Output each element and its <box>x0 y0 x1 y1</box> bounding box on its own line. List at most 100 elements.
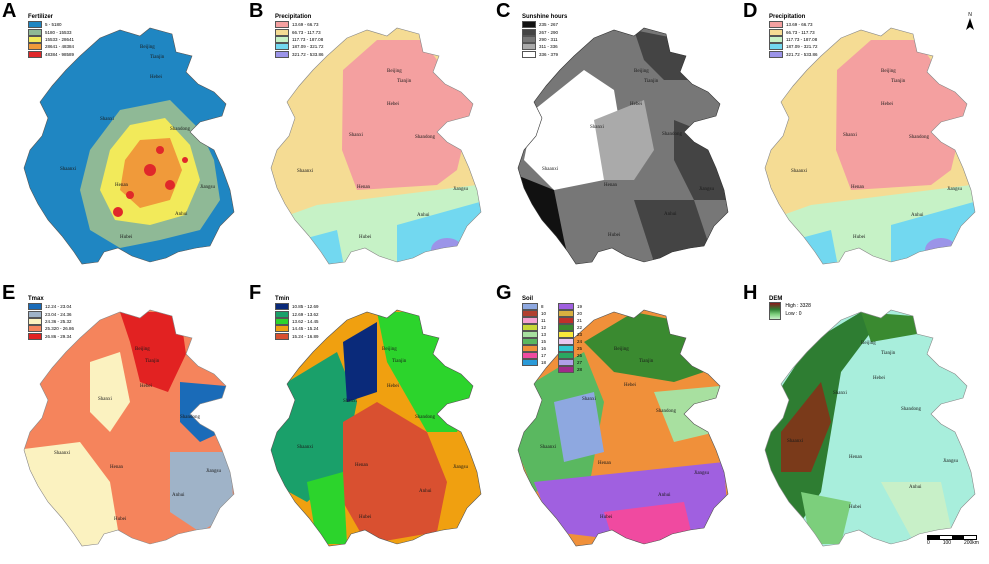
label-shandong: Shandong <box>415 135 436 140</box>
legend-item: 66.73 - 117.73 <box>275 28 324 36</box>
scale-bar: 0 100 200km <box>927 535 979 546</box>
legend-item: 27 <box>558 359 592 366</box>
legend: Tmin 10.85 - 12.69 12.69 - 13.62 13.62 -… <box>275 296 319 340</box>
label-hebei: Hebei <box>150 75 163 80</box>
panel-letter: F <box>249 282 262 304</box>
label-shanxi: Shanxi <box>349 133 364 138</box>
panel-a-fertilizer: Beijing Tianjin Hebei Shanxi Shandong Sh… <box>0 0 247 282</box>
panel-b-precipitation: Beijing Tianjin Hebei Shanxi Shandong Sh… <box>247 0 494 282</box>
label-anhui: Anhui <box>664 212 677 217</box>
legend-item: 28 <box>558 366 592 373</box>
label-anhui: Anhui <box>172 493 185 498</box>
label-hebei: Hebei <box>140 384 153 389</box>
label-anhui: Anhui <box>417 213 430 218</box>
label-shanxi: Shanxi <box>100 117 115 122</box>
label-shanxi: Shanxi <box>590 125 605 130</box>
label-beijing: Beijing <box>634 69 649 74</box>
label-tianjin: Tianjin <box>891 79 906 84</box>
legend-item: 321.72 - 533.86 <box>769 50 818 58</box>
tmin-map: Beijing Tianjin Hebei Shanxi Shandong Sh… <box>270 309 482 547</box>
legend-item: 18 <box>522 359 556 366</box>
panel-letter: H <box>743 282 758 304</box>
label-jiangsu: Jiangsu <box>947 187 963 192</box>
label-shaanxi: Shaanxi <box>542 167 559 172</box>
label-henan: Henan <box>851 185 865 190</box>
label-shaanxi: Shaanxi <box>791 169 808 174</box>
label-hubei: Hubei <box>608 233 621 238</box>
label-shanxi: Shanxi <box>843 133 858 138</box>
legend-item: 26 <box>558 352 592 359</box>
label-hubei: Hubei <box>359 235 372 240</box>
label-shandong: Shandong <box>170 127 191 132</box>
dem-low-label: Low : 0 <box>785 311 802 317</box>
legend-item: 13 <box>522 331 556 338</box>
label-shanxi: Shanxi <box>833 391 848 396</box>
legend-item: 24 <box>558 338 592 345</box>
legend-title: Sunshine hours <box>522 14 568 20</box>
tmax-map: Beijing Tianjin Hebei Shanxi Shandong Sh… <box>23 309 235 547</box>
legend-item: 10.85 - 12.69 <box>275 303 319 311</box>
legend-title: Soil <box>522 296 534 302</box>
panel-f-tmin: Beijing Tianjin Hebei Shanxi Shandong Sh… <box>247 282 494 564</box>
legend: Tmax 12.24 - 23.04 23.04 - 24.36 24.36 -… <box>28 296 74 340</box>
legend-item: 187.09 - 321.72 <box>769 43 818 51</box>
legend-item: 15.24 - 16.89 <box>275 332 319 340</box>
label-anhui: Anhui <box>658 493 671 498</box>
north-arrow-icon: N <box>966 12 974 32</box>
label-shaanxi: Shaanxi <box>297 169 314 174</box>
legend-item: 15 <box>522 338 556 345</box>
legend-item: 15533 - 28641 <box>28 35 74 43</box>
legend-item: 26.86 - 29.34 <box>28 332 74 340</box>
precipitation-map: Beijing Tianjin Hebei Shanxi Shandong Sh… <box>764 27 976 265</box>
panel-letter: D <box>743 0 758 22</box>
label-tianjin: Tianjin <box>639 359 654 364</box>
label-shandong: Shandong <box>662 132 683 137</box>
label-hubei: Hubei <box>600 515 613 520</box>
label-beijing: Beijing <box>881 69 896 74</box>
legend-title: Tmax <box>28 296 44 302</box>
legend-item: 117.73 - 187.08 <box>275 35 324 43</box>
label-shandong: Shandong <box>656 409 677 414</box>
legend: DEM High : 3328 Low : 0 <box>769 296 811 320</box>
legend-item: 336 - 379 <box>522 50 567 58</box>
dem-high-label: High : 3328 <box>785 303 811 309</box>
legend-title: Precipitation <box>275 14 312 20</box>
label-henan: Henan <box>357 185 371 190</box>
sunshine-map: Beijing Tianjin Hebei Shanxi Shandong Sh… <box>517 27 729 265</box>
label-shandong: Shandong <box>909 135 930 140</box>
panel-letter: B <box>249 0 264 22</box>
panel-e-tmax: Beijing Tianjin Hebei Shanxi Shandong Sh… <box>0 282 247 564</box>
legend: Fertilizer 5 - 5180 5180 - 15533 15533 -… <box>28 14 74 58</box>
panel-letter: A <box>2 0 17 22</box>
panel-letter: E <box>2 282 16 304</box>
legend-item: 17 <box>522 352 556 359</box>
label-beijing: Beijing <box>140 45 155 50</box>
legend-item: 13.69 - 66.73 <box>275 21 324 29</box>
label-shanxi: Shanxi <box>343 399 358 404</box>
panel-h-dem: Beijing Tianjin Hebei Shanxi Shandong Sh… <box>741 282 989 564</box>
label-jiangsu: Jiangsu <box>200 185 216 190</box>
label-jiangsu: Jiangsu <box>206 469 222 474</box>
fertilizer-map: Beijing Tianjin Hebei Shanxi Shandong Sh… <box>23 27 235 265</box>
label-hebei: Hebei <box>387 102 400 107</box>
label-shaanxi: Shaanxi <box>297 445 314 450</box>
legend-item: 28641 - 48384 <box>28 43 74 51</box>
label-shaanxi: Shaanxi <box>60 167 77 172</box>
label-shaanxi: Shaanxi <box>54 451 71 456</box>
label-tianjin: Tianjin <box>150 55 165 60</box>
legend-item: 12 <box>522 324 556 331</box>
panel-d-precipitation: Beijing Tianjin Hebei Shanxi Shandong Sh… <box>741 0 989 282</box>
legend-item: 23 <box>558 331 592 338</box>
legend-item: 19 <box>558 303 592 310</box>
label-beijing: Beijing <box>135 347 150 352</box>
label-anhui: Anhui <box>419 489 432 494</box>
label-jiangsu: Jiangsu <box>699 187 715 192</box>
legend-item: 12.24 - 23.04 <box>28 303 74 311</box>
label-hebei: Hebei <box>624 383 637 388</box>
label-tianjin: Tianjin <box>392 359 407 364</box>
legend-item: 16 <box>522 345 556 352</box>
legend-title: Tmin <box>275 296 290 302</box>
panel-c-sunshine: Beijing Tianjin Hebei Shanxi Shandong Sh… <box>494 0 741 282</box>
label-henan: Henan <box>604 183 618 188</box>
legend-item: 13.62 - 14.45 <box>275 317 319 325</box>
